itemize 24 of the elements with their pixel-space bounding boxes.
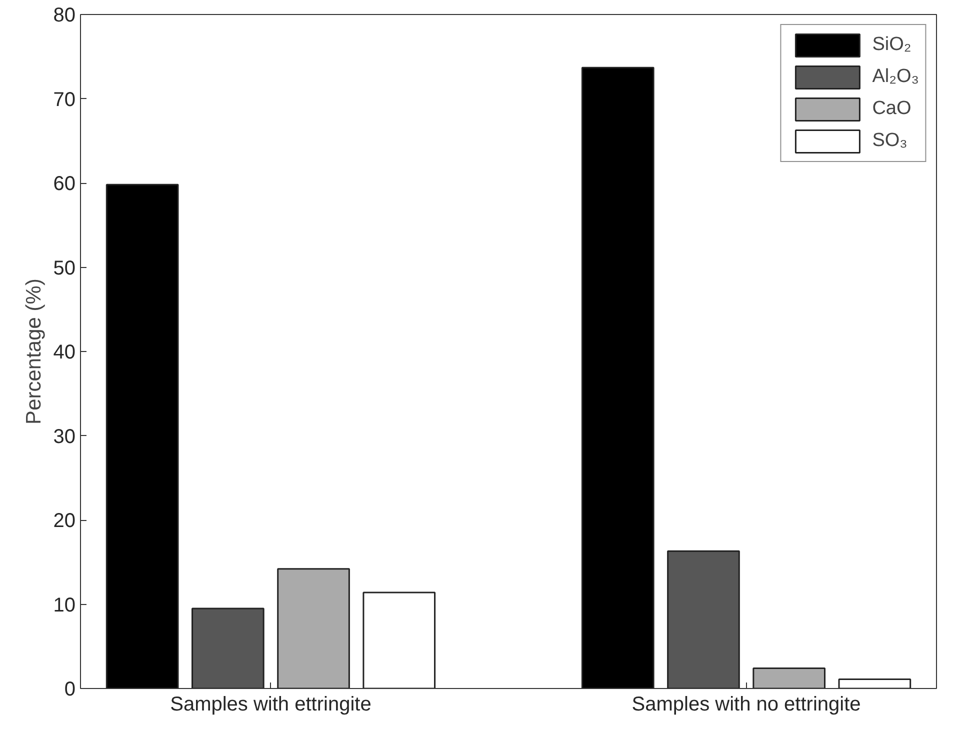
legend-label: SiO₂ <box>872 34 912 56</box>
y-tick-label: 60 <box>53 173 76 195</box>
bar <box>192 608 264 688</box>
y-tick-label: 70 <box>53 88 76 111</box>
y-axis-title: Percentage (%) <box>22 278 46 424</box>
y-tick-label: 50 <box>53 257 76 280</box>
bar <box>362 592 436 688</box>
y-tick-label: 0 <box>64 678 76 700</box>
legend-label: CaO <box>872 98 912 120</box>
legend-label: SO₃ <box>872 130 908 152</box>
bar <box>277 568 350 688</box>
legend-label: Al₂O₃ <box>872 66 919 88</box>
x-tick-label: Samples with no ettringite <box>632 694 861 716</box>
y-tick-label: 40 <box>53 342 76 364</box>
x-tick-label: Samples with ettringite <box>170 694 372 716</box>
y-tick-label: 30 <box>53 426 76 448</box>
bar <box>581 66 654 688</box>
bar <box>106 184 179 688</box>
y-tick-label: 10 <box>53 594 76 616</box>
bar <box>752 668 826 688</box>
y-tick-label: 80 <box>53 4 76 26</box>
bar <box>667 550 740 688</box>
y-tick-label: 20 <box>53 510 76 532</box>
bar <box>838 678 912 688</box>
